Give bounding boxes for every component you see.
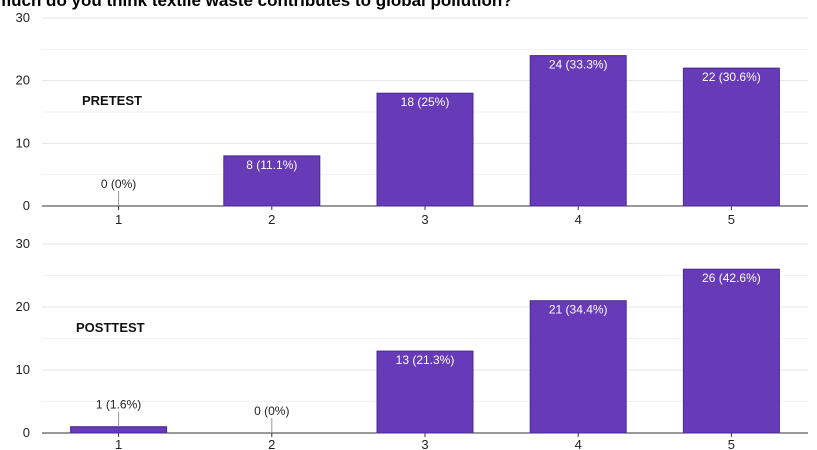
data-label: 1 (1.6%) [96, 398, 141, 412]
bar [529, 300, 627, 434]
x-tick-label: 5 [728, 212, 735, 227]
y-tick-label: 10 [16, 362, 30, 377]
y-tick-label: 20 [16, 73, 30, 88]
bar [529, 55, 627, 207]
data-label: 22 (30.6%) [702, 70, 761, 84]
data-label: 8 (11.1%) [246, 158, 297, 172]
y-tick-label: 10 [16, 135, 30, 150]
bar [376, 350, 474, 434]
chart-title: much do you think textile waste contribu… [0, 0, 513, 10]
chart-panel-pretest: 0 10 20 30 PRETEST 1 0 (0%) 2 8 (11.1%) 3 18 (25%)… [16, 10, 808, 227]
bar [223, 155, 321, 207]
data-label: 24 (33.3%) [549, 58, 608, 72]
data-label: 0 (0%) [101, 177, 136, 191]
data-label: 21 (34.4%) [549, 303, 608, 317]
bar [70, 426, 168, 434]
panel-label: POSTTEST [76, 320, 145, 335]
y-tick-label: 20 [16, 299, 30, 314]
bar [376, 92, 474, 207]
x-tick-label: 2 [268, 212, 275, 227]
y-tick-label: 0 [23, 198, 30, 213]
x-tick-label: 5 [728, 437, 735, 450]
bar [682, 268, 780, 434]
x-tick-label: 3 [421, 212, 428, 227]
x-tick-label: 4 [575, 212, 582, 227]
y-tick-label: 0 [23, 425, 30, 440]
y-tick-label: 30 [16, 10, 30, 25]
x-tick-label: 4 [575, 437, 582, 450]
x-tick-label: 2 [268, 437, 275, 450]
data-label: 18 (25%) [401, 95, 450, 109]
data-label: 0 (0%) [254, 404, 289, 418]
data-label: 13 (21.3%) [396, 353, 455, 367]
bar [682, 67, 780, 207]
x-tick-label: 1 [115, 437, 122, 450]
x-tick-label: 3 [421, 437, 428, 450]
y-tick-label: 30 [16, 236, 30, 251]
panel-label: PRETEST [82, 93, 142, 108]
x-tick-label: 1 [115, 212, 122, 227]
data-label: 26 (42.6%) [702, 271, 761, 285]
chart-panel-posttest: 0 10 20 30 POSTTEST 1 1 (1.6%) 2 0 (0%) 3 13 (21.3… [16, 236, 808, 450]
